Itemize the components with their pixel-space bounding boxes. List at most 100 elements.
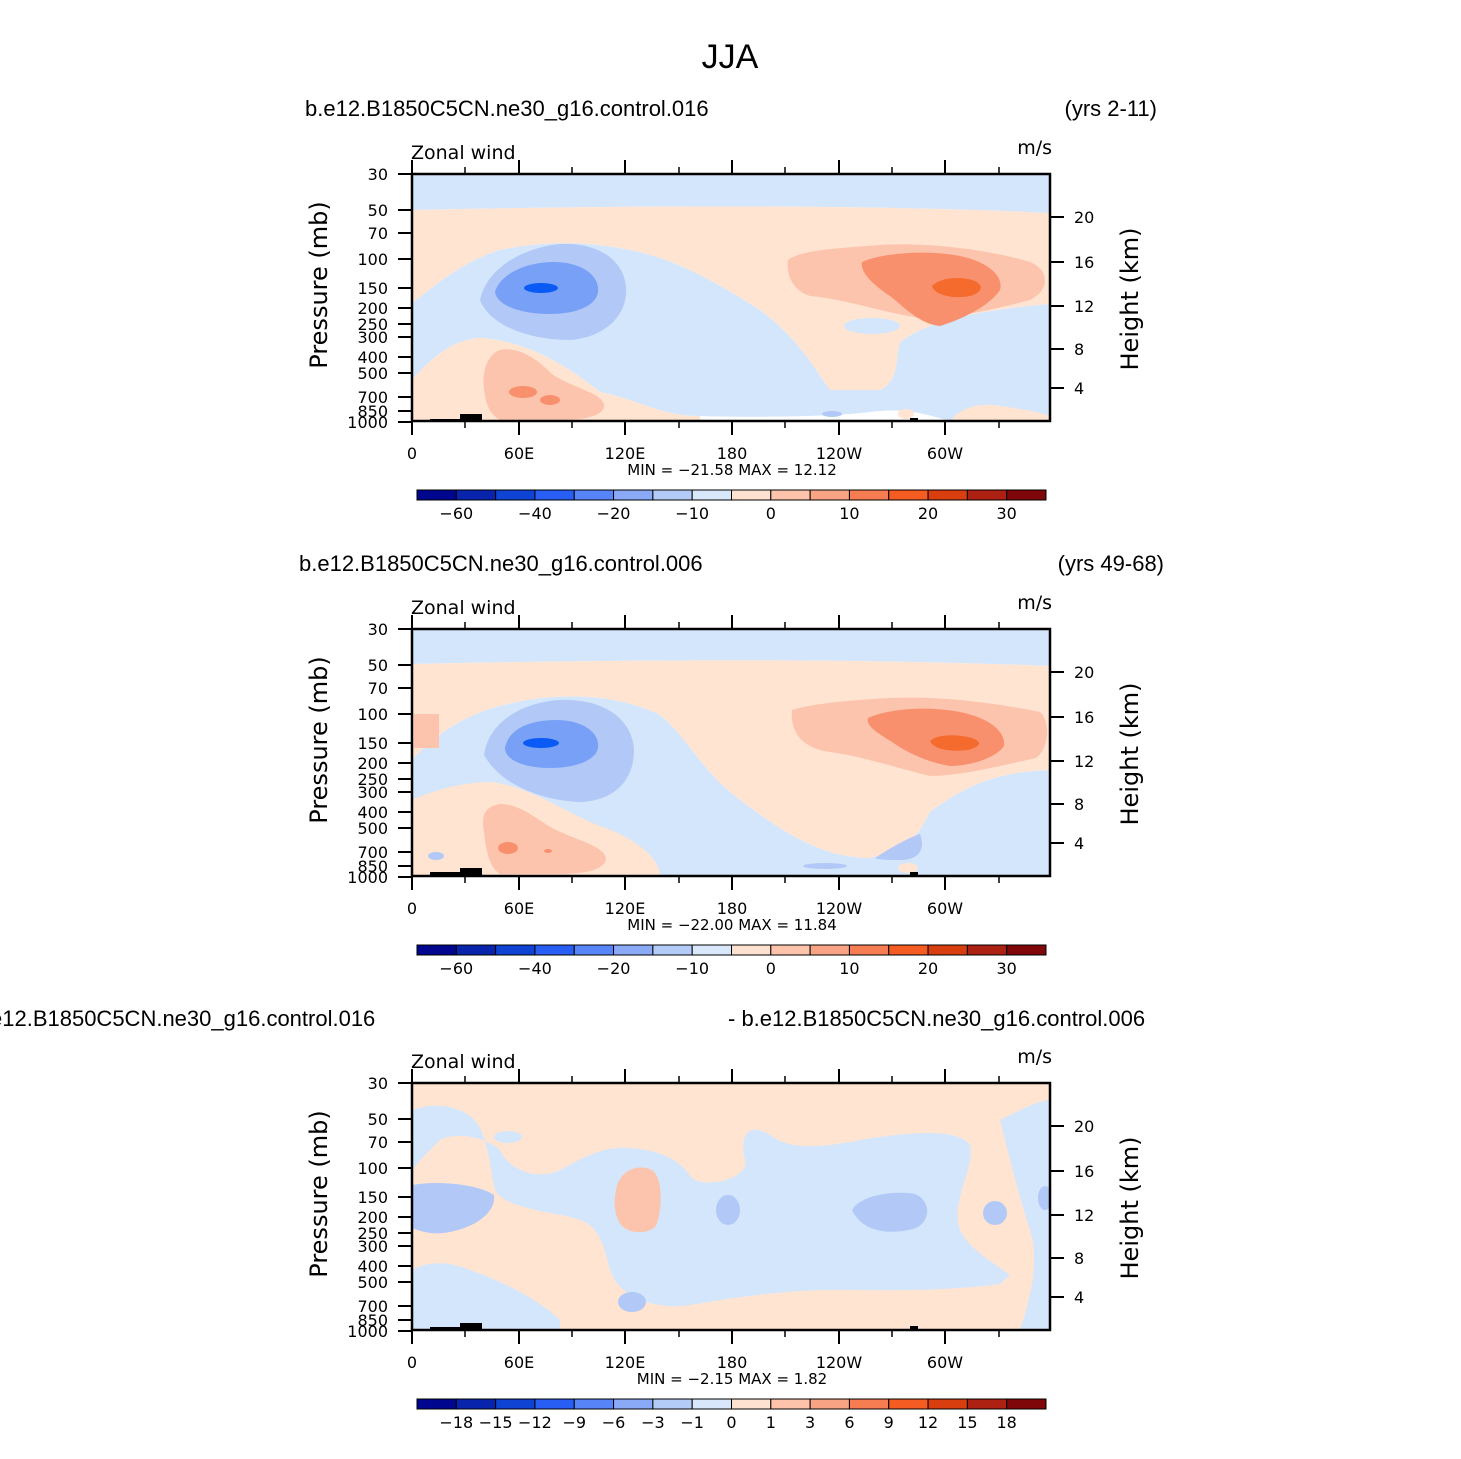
x-tick-label: 180: [717, 1353, 748, 1372]
y-tick-label: 70: [368, 1133, 388, 1152]
contour-region: [586, 1214, 594, 1224]
colorbar-swatch: [652, 944, 693, 956]
contour-region: [524, 283, 558, 293]
case-label: e12.B1850C5CN.ne30_g16.control.016: [0, 1006, 375, 1031]
colorbar-swatch: [770, 944, 811, 956]
variable-label: Zonal wind: [411, 597, 516, 619]
colorbar-label: −18: [439, 1413, 473, 1432]
y-tick-label: 50: [368, 1110, 388, 1129]
colorbar-swatch: [848, 489, 890, 501]
colorbar-swatch: [534, 489, 575, 501]
contour-region: [983, 1201, 1007, 1225]
min-max-label: MIN = −22.00 MAX = 11.84: [627, 916, 837, 934]
x-tick-label: 0: [407, 899, 417, 918]
x-tick-label: 120W: [816, 444, 863, 463]
contour-region: [932, 278, 981, 298]
case-label: b.e12.B1850C5CN.ne30_g16.control.016: [305, 96, 709, 121]
colorbar-label: 3: [805, 1413, 815, 1432]
y-tick-label: 700: [357, 388, 388, 407]
contour-region: [412, 629, 1050, 666]
case-label: b.e12.B1850C5CN.ne30_g16.control.006: [299, 551, 703, 576]
y-tick-label: 500: [357, 1273, 388, 1292]
y-tick-label: 250: [357, 315, 388, 334]
contour-region: [1038, 1186, 1050, 1210]
y-tick-label: 400: [357, 348, 388, 367]
x-tick-label: 60W: [927, 1353, 963, 1372]
colorbar-label: −60: [439, 959, 473, 978]
colorbar-swatch: [888, 1398, 929, 1410]
y-tick-label: 850: [357, 1311, 388, 1330]
colorbar-label: 18: [997, 1413, 1017, 1432]
colorbar-swatch: [927, 1398, 968, 1410]
colorbar-swatch: [613, 944, 654, 956]
colorbar-label: −9: [562, 1413, 586, 1432]
y-axis-title: Pressure (mb): [305, 1110, 333, 1277]
colorbar-swatch: [416, 944, 457, 956]
contour-region: [822, 411, 842, 417]
colorbar-swatch: [770, 1398, 811, 1410]
y-tick-label: 200: [357, 299, 388, 318]
x-tick-label: 120E: [605, 1353, 646, 1372]
x-tick-label: 120W: [816, 1353, 863, 1372]
y-tick-label: 300: [357, 328, 388, 347]
y2-axis-title: Height (km): [1116, 683, 1144, 826]
colorbar-swatch: [1006, 1398, 1047, 1410]
y2-tick-label: 12: [1074, 752, 1094, 771]
y2-tick-label: 8: [1074, 340, 1084, 359]
x-tick-label: 60E: [504, 444, 534, 463]
x-tick-label: 60E: [504, 1353, 534, 1372]
contour-field: [412, 629, 1050, 876]
colorbar-swatch: [573, 944, 615, 956]
colorbar-label: −15: [479, 1413, 513, 1432]
y-tick-label: 250: [357, 770, 388, 789]
y2-tick-label: 20: [1074, 663, 1094, 682]
y-tick-label: 300: [357, 1237, 388, 1256]
y2-tick-label: 20: [1074, 208, 1094, 227]
colorbar-label: 12: [918, 1413, 938, 1432]
colorbar-swatch: [416, 489, 457, 501]
y-tick-label: 100: [357, 705, 388, 724]
colorbar-label: −12: [518, 1413, 552, 1432]
colorbar-label: −40: [518, 959, 552, 978]
colorbar-label: −1: [680, 1413, 704, 1432]
colorbar-label: 10: [839, 959, 859, 978]
y-tick-label: 1000: [347, 1322, 388, 1341]
contour-region: [875, 834, 922, 860]
units-label: m/s: [1017, 137, 1052, 159]
contour-region: [412, 255, 421, 291]
contour-region: [852, 1192, 928, 1232]
colorbar-label: 10: [839, 504, 859, 523]
contour-region: [483, 349, 605, 420]
contour-region: [1000, 1100, 1050, 1330]
colorbar-swatch: [809, 489, 850, 501]
colorbar-swatch: [652, 1398, 693, 1410]
y2-tick-label: 16: [1074, 1162, 1094, 1181]
panel-2: b.e12.B1850C5CN.ne30_g16.control.006 (yrs…: [299, 551, 1164, 978]
y-tick-label: 150: [357, 734, 388, 753]
contour-region: [898, 863, 918, 873]
y2-tick-label: 4: [1074, 379, 1084, 398]
colorbar-label: −20: [597, 504, 631, 523]
colorbar-swatch: [731, 489, 772, 501]
colorbar-label: 30: [997, 504, 1017, 523]
colorbar-swatch: [573, 1398, 615, 1410]
colorbar-label: −6: [602, 1413, 626, 1432]
y-axis-title: Pressure (mb): [305, 656, 333, 823]
x-tick-label: 180: [717, 899, 748, 918]
colorbar-swatch: [495, 944, 536, 956]
colorbar-swatch: [416, 1398, 457, 1410]
y-tick-label: 850: [357, 402, 388, 421]
colorbar-swatch: [534, 944, 575, 956]
y2-axis-title: Height (km): [1116, 1137, 1144, 1280]
y2-axis-title: Height (km): [1116, 228, 1144, 371]
y2-tick-label: 12: [1074, 297, 1094, 316]
y-tick-label: 30: [368, 1074, 388, 1093]
y-tick-label: 850: [357, 857, 388, 876]
colorbar-swatch: [495, 1398, 536, 1410]
contour-field: [412, 174, 1050, 421]
colorbar-swatch: [691, 944, 732, 956]
x-tick-label: 60E: [504, 899, 534, 918]
years-label: (yrs 2-11): [1065, 96, 1158, 121]
colorbar-swatch: [691, 1398, 732, 1410]
contour-region: [414, 714, 439, 748]
